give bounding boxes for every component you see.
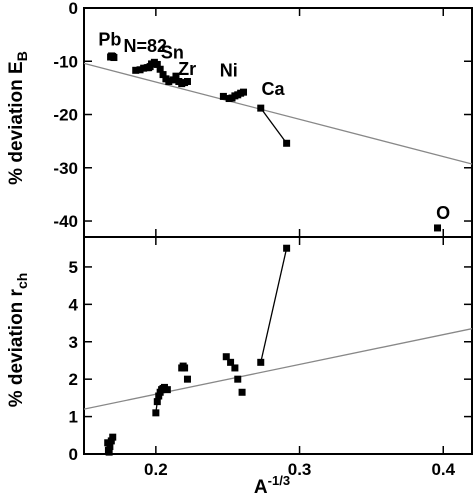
top-y-tick-label: -40 <box>53 212 78 231</box>
annotation-ni: Ni <box>220 61 238 81</box>
bottom-fit-line <box>84 328 472 410</box>
annotation-sn: Sn <box>161 43 184 63</box>
x-axis-title: A-1/3 <box>254 473 290 498</box>
bottom-y-tick-label: 3 <box>69 333 78 352</box>
top-point-sn <box>159 71 167 79</box>
bottom-point-ni <box>231 364 239 372</box>
bottom-point-ni <box>238 388 246 396</box>
x-tick-label: 0.4 <box>431 460 455 479</box>
top-y-axis-title: % deviation EB <box>6 51 30 185</box>
top-point-zr <box>172 72 180 80</box>
top-point-pb <box>110 54 118 62</box>
bottom-point-pb <box>109 433 117 441</box>
top-point-ca <box>283 139 291 147</box>
top-point-sn <box>165 77 173 85</box>
bottom-point-pb <box>105 448 113 456</box>
bottom-y-tick-label: 1 <box>69 408 78 427</box>
top-y-tick-label: -30 <box>53 159 78 178</box>
bottom-point-sn <box>163 386 171 394</box>
bottom-y-tick-label: 2 <box>69 370 78 389</box>
top-y-tick-label: -20 <box>53 106 78 125</box>
bottom-panel: 0 1 2 3 4 5 0.2 0.3 0.4 <box>69 236 473 479</box>
bottom-plot-frame <box>83 236 473 455</box>
bottom-point-ni <box>234 375 242 383</box>
annotation-pb: Pb <box>98 29 121 49</box>
top-series-line-ca <box>260 107 288 144</box>
bottom-point-sn <box>153 398 161 406</box>
bottom-point-ni <box>222 353 230 361</box>
top-point-n82 <box>136 66 144 74</box>
annotation-n-82: N=82 <box>124 36 168 56</box>
bottom-point-ni <box>227 358 235 366</box>
top-fit-line <box>84 62 472 165</box>
annotation-zr: Zr <box>178 59 196 79</box>
annotation-ca: Ca <box>261 79 285 99</box>
top-point-ni <box>219 92 227 100</box>
top-point-o <box>434 224 442 232</box>
top-point-zr <box>183 77 191 85</box>
top-point-n82 <box>140 64 148 72</box>
bottom-series-line-ca <box>260 248 288 363</box>
top-point-ca <box>257 104 265 112</box>
bottom-point-pb <box>104 439 112 447</box>
bottom-y-tick-label: 0 <box>69 445 78 464</box>
bottom-y-tick-label: 5 <box>69 258 78 277</box>
top-y-tick-label: 0 <box>69 0 78 18</box>
bottom-point-pb <box>107 437 115 445</box>
top-point-zr <box>169 76 177 84</box>
bottom-point-zr <box>181 364 189 372</box>
top-point-ni <box>240 88 248 96</box>
top-point-sn <box>156 65 164 73</box>
x-tick-label: 0.2 <box>144 460 168 479</box>
x-tick-label: 0.3 <box>288 460 312 479</box>
bottom-point-zr <box>183 375 191 383</box>
bottom-y-axis-title: % deviation rch <box>6 273 30 408</box>
top-point-sn <box>145 64 153 72</box>
bottom-point-sn <box>152 409 160 417</box>
bottom-point-sn <box>155 392 163 400</box>
top-point-sn <box>153 60 161 68</box>
bottom-point-pb <box>106 443 114 451</box>
bottom-point-ca <box>283 244 291 252</box>
top-point-n82 <box>132 66 140 74</box>
bottom-point-ca <box>257 358 265 366</box>
bottom-y-tick-label: 4 <box>69 295 79 314</box>
top-y-tick-label: -10 <box>53 52 78 71</box>
annotation-o: O <box>436 203 450 223</box>
